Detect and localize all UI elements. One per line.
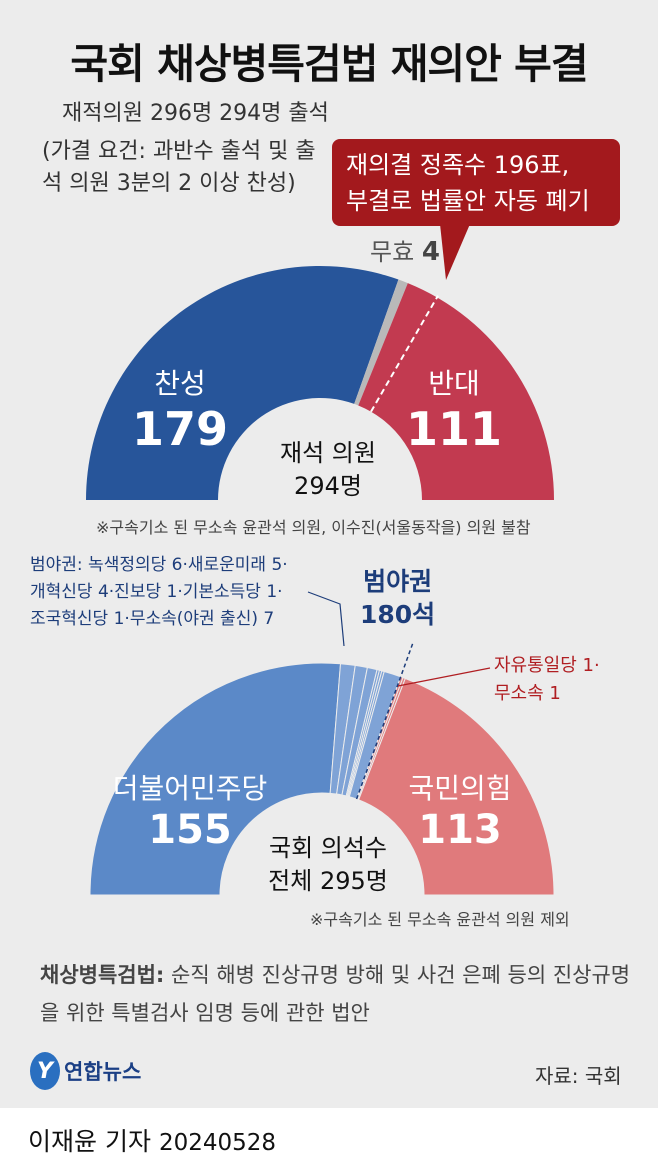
- yonhap-logo-icon: Y: [30, 1052, 60, 1090]
- definition-text: 순직 해병 진상규명 방해 및 사건 은폐 등의 진상규명을 위한 특별검사 임…: [40, 963, 631, 1025]
- vote-footnote: ※구속기소 된 무소속 윤관석 의원, 이수진(서울동작을) 의원 불참: [96, 518, 531, 537]
- slice-찬성: [86, 266, 399, 500]
- opposition-boundary-line: [355, 640, 415, 800]
- quorum-threshold-line: [370, 295, 439, 413]
- callout-line1: 재의결 정족수 196표,: [346, 151, 570, 179]
- dp-label-group: 더불어민주당 155: [105, 767, 275, 853]
- minor-right-parties: 자유통일당 1· 무소속 1: [494, 652, 600, 708]
- yes-label: 찬성: [154, 367, 206, 400]
- slice-반대: [358, 283, 554, 500]
- opp-detail-line3: 조국혁신당 1·무소속(야권 출신) 7: [30, 609, 275, 629]
- opp-detail-line2: 개혁신당 4·진보당 1·기본소득당 1·: [30, 582, 283, 602]
- attendance-text: 재적의원 296명 294명 출석: [62, 101, 329, 126]
- logo-text: 연합뉴스: [64, 1060, 142, 1084]
- publish-date: 20240528: [158, 1130, 277, 1156]
- opposition-total-label: 범야권: [363, 567, 433, 596]
- invalid-value: 4: [421, 237, 440, 267]
- vote-center-line2: 294명: [294, 472, 362, 500]
- passing-condition: (가결 요건: 과반수 출석 및 출석 의원 3분의 2 이상 찬성): [42, 139, 316, 196]
- opposition-total: 범야권 180석: [360, 565, 435, 631]
- no-label: 반대: [428, 367, 480, 400]
- ppp-label: 국민의힘: [408, 772, 512, 805]
- invalid-label: 무효: [370, 238, 415, 266]
- page-title: 국회 채상병특검법 재의안 부결: [70, 40, 588, 88]
- dp-value: 155: [148, 807, 232, 853]
- data-source: 자료: 국회: [535, 1064, 622, 1088]
- bill-definition: 채상병특검법: 순직 해병 진상규명 방해 및 사건 은폐 등의 진상규명을 위…: [40, 956, 640, 1032]
- slice-국민의힘: [357, 677, 555, 896]
- minor-right-line2: 무소속 1: [494, 683, 561, 704]
- charts-svg: [86, 224, 555, 896]
- yonhap-logo: Y 연합뉴스: [30, 1052, 141, 1090]
- ppp-value: 113: [418, 807, 502, 853]
- seat-center-label: 국회 의석수 전체 295명: [233, 832, 423, 898]
- yes-value: 179: [131, 402, 229, 456]
- seat-footnote: ※구속기소 된 무소속 윤관석 의원 제외: [310, 910, 570, 929]
- minor-right-pointer: [397, 667, 491, 687]
- slice-무효: [354, 279, 408, 406]
- seat-distribution-chart: [89, 591, 555, 896]
- definition-term: 채상병특검법:: [40, 963, 165, 987]
- ppp-label-group: 국민의힘 113: [390, 767, 530, 853]
- minor-right-line1: 자유통일당 1·: [494, 655, 600, 676]
- slice-더불어민주당: [89, 662, 342, 896]
- vote-center-label: 재석 의원 294명: [238, 437, 418, 503]
- seat-center-line2: 전체 295명: [268, 867, 388, 895]
- seat-center-line1: 국회 의석수: [268, 834, 388, 862]
- invalid-label-group: 무효 4: [370, 232, 440, 267]
- no-label-group: 반대 111: [394, 362, 514, 456]
- vote-center-line1: 재석 의원: [280, 439, 376, 467]
- opp-detail-line1: 범야권: 녹색정의당 6·새로운미래 5·: [30, 555, 288, 575]
- opposition-detail-pointer: [307, 591, 345, 647]
- opposition-detail: 범야권: 녹색정의당 6·새로운미래 5· 개혁신당 4·진보당 1·기본소득당…: [30, 552, 288, 633]
- opposition-total-value: 180석: [360, 600, 436, 629]
- footer-bar: [0, 1108, 658, 1174]
- vote-result-chart: [86, 266, 554, 500]
- yes-label-group: 찬성 179: [120, 362, 240, 456]
- callout-line2: 부결로 법률안 자동 폐기: [346, 187, 590, 215]
- dp-label: 더불어민주당: [112, 772, 268, 805]
- reporter-name: 이재윤 기자: [28, 1127, 151, 1156]
- byline: 이재윤 기자 20240528: [28, 1122, 276, 1158]
- callout-pointer: [440, 224, 470, 280]
- quorum-callout: 재의결 정족수 196표, 부결로 법률안 자동 폐기: [332, 139, 620, 226]
- no-value: 111: [405, 402, 503, 456]
